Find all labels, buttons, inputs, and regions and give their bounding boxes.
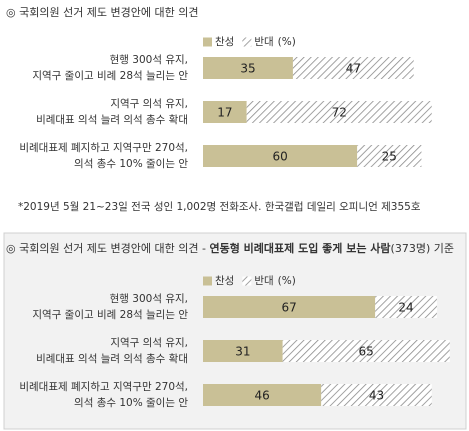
legend-label: 찬성 <box>215 275 234 287</box>
bar-segment <box>292 57 414 79</box>
category-label: 의석 총수 10% 줄이는 안 <box>74 158 188 170</box>
value-label: 60 <box>272 150 287 164</box>
value-label: 17 <box>217 106 232 120</box>
legend-swatch <box>242 37 252 47</box>
bar-segment <box>246 101 432 123</box>
legend-label: 반대 <box>254 36 273 48</box>
category-label: 현행 300석 유지, <box>110 293 188 305</box>
bar-segment <box>282 340 450 362</box>
title-emphasis: 연동형 비례대표제 도입 좋게 보는 사람 <box>209 241 390 255</box>
bar-segment <box>203 296 376 318</box>
bar-segment <box>203 101 247 123</box>
bar-segment <box>321 384 432 406</box>
category-label: 비례대표 의석 늘려 의석 총수 확대 <box>36 352 188 365</box>
value-label: 24 <box>398 301 413 315</box>
category-label: 현행 300석 유지, <box>110 54 188 66</box>
category-label: 지역구 의석 유지, <box>110 337 188 349</box>
footnote: *2019년 5월 21~23일 전국 성인 1,002명 전화조사. 한국갤럽… <box>18 200 421 213</box>
value-label: 72 <box>332 106 347 120</box>
legend-unit: (%) <box>278 275 296 287</box>
value-label: 35 <box>240 62 255 76</box>
value-label: 67 <box>281 301 296 315</box>
bar-segment <box>375 296 437 318</box>
value-label: 65 <box>359 345 374 359</box>
category-label: 지역구 줄이고 비례 28석 늘리는 안 <box>32 70 188 82</box>
category-label: 비례대표 의석 늘려 의석 총수 확대 <box>36 113 188 126</box>
title-text: ◎ 국회의원 선거 제도 변경안에 대한 의견 <box>6 6 199 19</box>
bar-segment <box>203 145 358 167</box>
value-label: 47 <box>346 62 361 76</box>
legend-label: 찬성 <box>215 36 234 48</box>
bar-segment <box>357 145 422 167</box>
title-suffix: (373명) 기준 <box>391 242 454 255</box>
legend-swatch <box>203 37 212 47</box>
bar-segment <box>203 340 283 362</box>
category-label: 지역구 줄이고 비례 28석 늘리는 안 <box>32 309 188 321</box>
bar-segment <box>203 57 293 79</box>
legend-unit: (%) <box>278 36 296 48</box>
category-label: 비례대표제 폐지하고 지역구만 270석, <box>19 141 188 154</box>
legend-swatch <box>203 276 212 286</box>
category-label: 의석 총수 10% 줄이는 안 <box>74 397 188 409</box>
category-label: 지역구 의석 유지, <box>110 98 188 110</box>
value-label: 43 <box>369 389 384 403</box>
chart-title: ◎ 국회의원 선거 제도 변경안에 대한 의견 <box>6 6 199 19</box>
legend-label: 반대 <box>254 275 273 287</box>
value-label: 25 <box>382 150 397 164</box>
chart-title: ◎ 국회의원 선거 제도 변경안에 대한 의견 - 연동형 비례대표제 도입 좋… <box>6 241 454 255</box>
legend-swatch <box>242 276 252 286</box>
value-label: 31 <box>235 345 250 359</box>
title-text: ◎ 국회의원 선거 제도 변경안에 대한 의견 - <box>6 242 209 255</box>
category-label: 비례대표제 폐지하고 지역구만 270석, <box>19 380 188 393</box>
bar-segment <box>203 384 322 406</box>
value-label: 46 <box>254 389 269 403</box>
